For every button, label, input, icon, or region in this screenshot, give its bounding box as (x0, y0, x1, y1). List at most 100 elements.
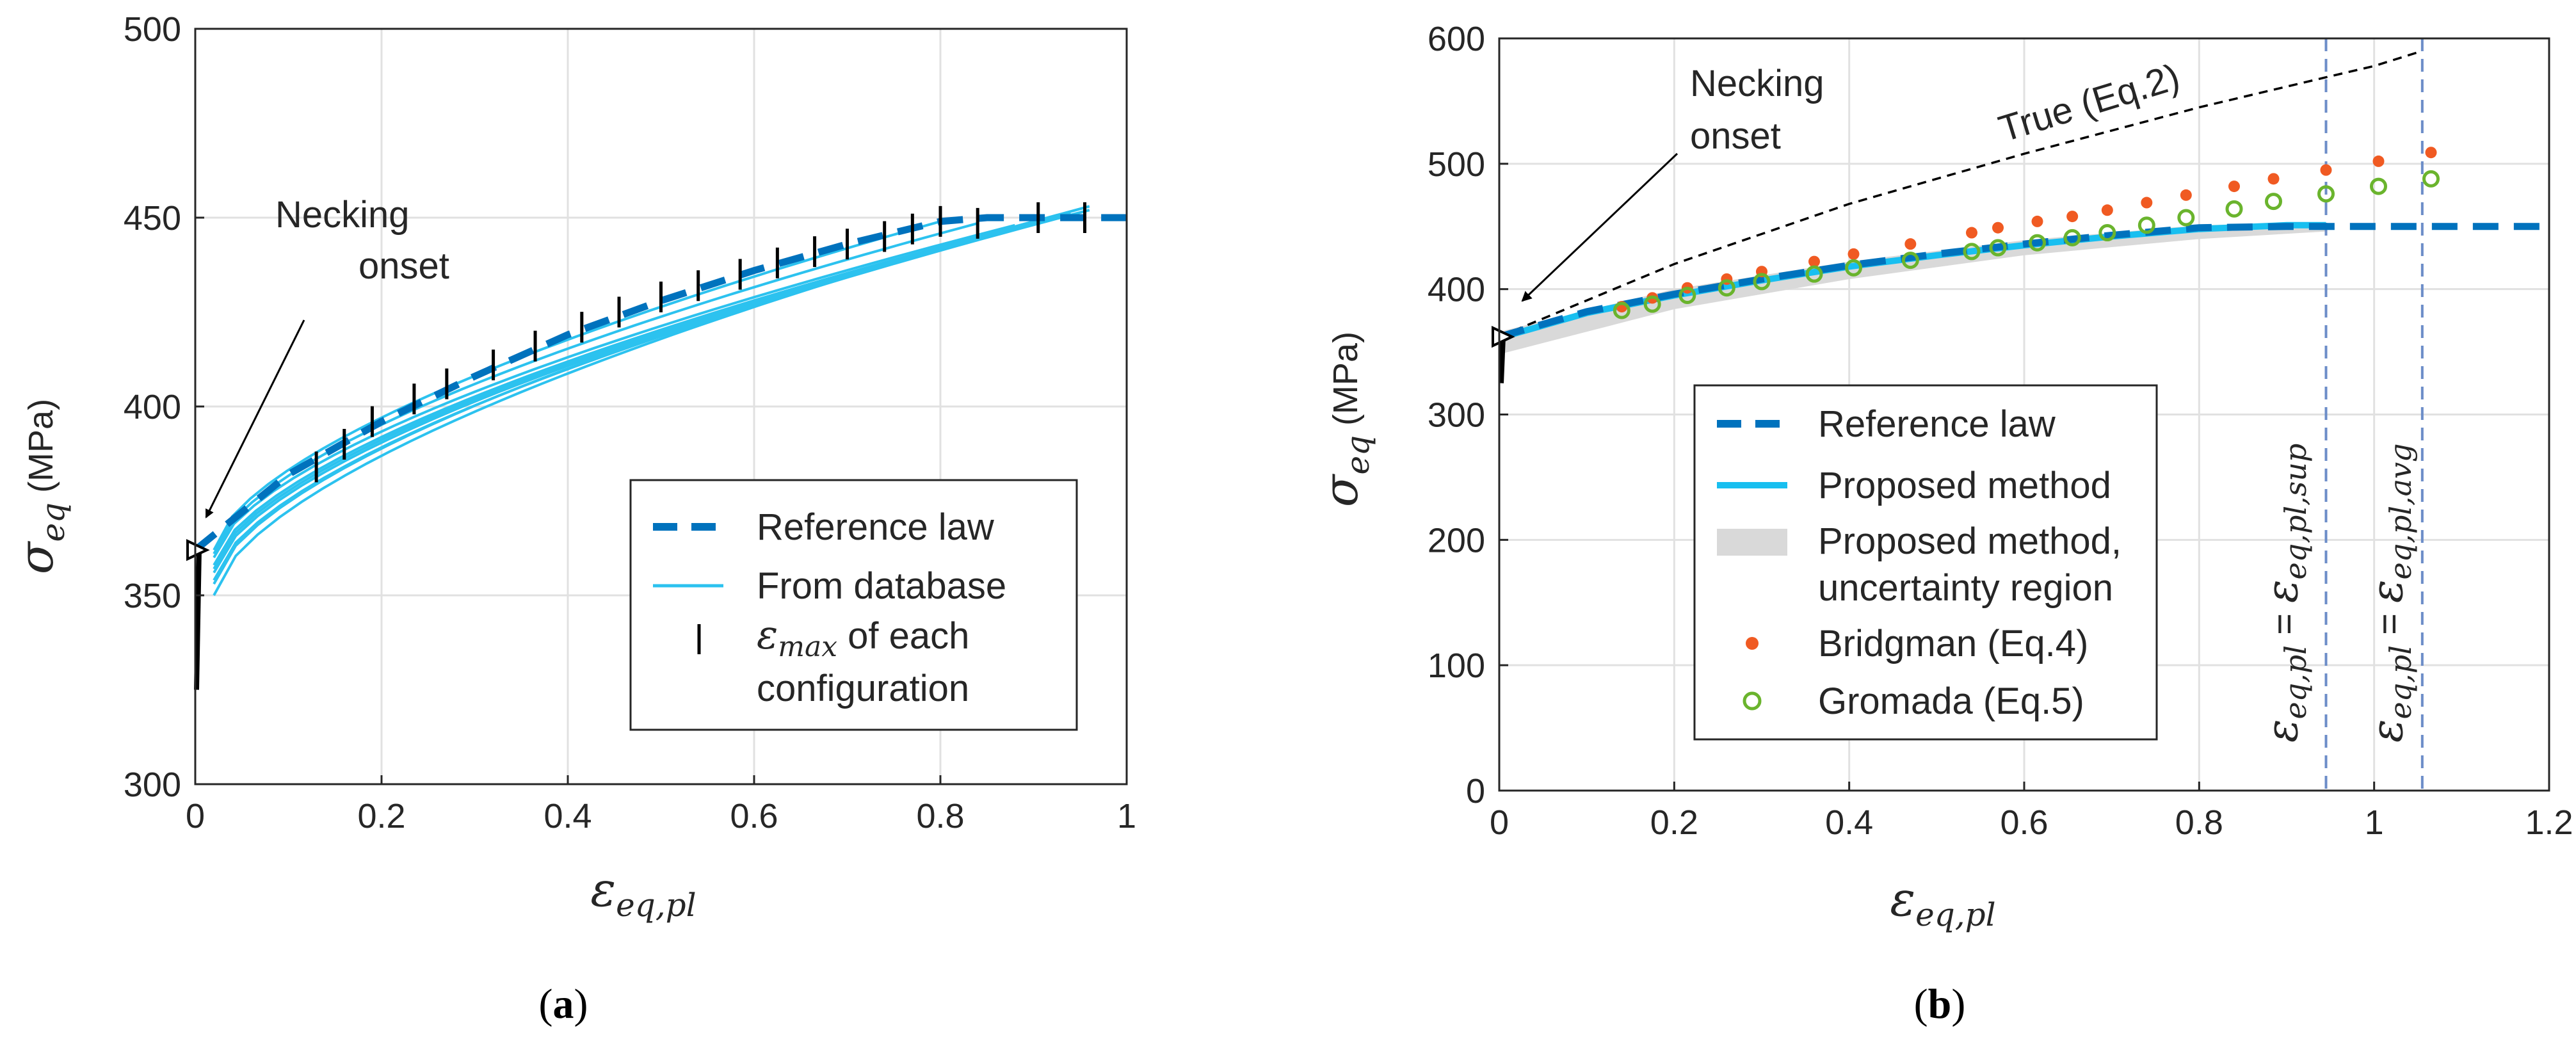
initial-elastic-segment (1499, 336, 1506, 383)
svg-text:σeq (MPa): σeq (MPa) (9, 399, 72, 574)
panel-b-y-axis-label: σeq (MPa) (1314, 332, 1376, 507)
y-tick-label: 400 (124, 388, 181, 426)
true-eq2-curve (1499, 49, 2423, 338)
gromada-point (2370, 177, 2387, 195)
y-tick-label: 200 (1428, 521, 1485, 559)
gromada-point (1678, 286, 1696, 304)
x-tick-label: 0.6 (730, 797, 778, 835)
panel-a-legend: Reference law From database εmax of each… (629, 479, 1078, 731)
necking-onset-marker (1492, 325, 1515, 348)
legend-swatch-uncertainty (1717, 529, 1787, 556)
panel-b-vline-label-avg: εeq,pl = εeq,pl,avg (2362, 444, 2418, 743)
gromada-point (1963, 243, 1981, 261)
gromada-point (2098, 224, 2116, 242)
legend-swatch-bridgman (1746, 637, 1759, 650)
bridgman-point (2228, 181, 2240, 193)
necking-onset-marker (186, 539, 210, 561)
panel-a-y-axis-label: σeq (MPa) (9, 399, 72, 574)
legend-label-configuration: configuration (757, 668, 969, 709)
y-tick-label: 350 (124, 577, 181, 615)
x-tick-label: 1.2 (2525, 803, 2573, 842)
gromada-point (1643, 295, 1661, 313)
database-curve-8 (213, 205, 1090, 596)
legend-swatch-gromada (1743, 691, 1762, 711)
legend-label-uncertainty-1: Proposed method, (1818, 520, 2121, 562)
panel-b-tick-labels: 0 0.2 0.4 0.6 0.8 1 1.2 0 100 200 300 400 500 600 (1428, 20, 2573, 842)
legend-label-uncertainty-2: uncertainty region (1818, 567, 2113, 609)
bridgman-point (1966, 227, 1977, 239)
legend-label-b-reference-law: Reference law (1818, 403, 2056, 445)
gromada-point (2225, 200, 2243, 218)
bridgman-point (2267, 173, 2280, 185)
panel-b-caption-letter: b (1928, 981, 1952, 1027)
bridgman-point (2066, 211, 2079, 223)
panel-b-plot-area (1492, 38, 2549, 791)
svg-text:σeq (MPa): σeq (MPa) (1314, 332, 1376, 507)
x-tick-label: 0.2 (357, 797, 405, 835)
gromada-point (2422, 170, 2440, 188)
bridgman-point (2320, 164, 2332, 176)
legend-label-bridgman: Bridgman (Eq.4) (1818, 623, 2088, 664)
gromada-point (1753, 273, 1771, 291)
gromada-point (1989, 239, 2007, 257)
reference-law-line (1498, 223, 2549, 341)
y-tick-label: 500 (124, 10, 181, 49)
legend-label-reference-law: Reference law (757, 506, 995, 548)
uncertainty-region (1499, 222, 2326, 355)
panel-b-x-axis-label: εeq,pl (1890, 872, 1995, 933)
y-tick-label: 0 (1466, 772, 1485, 810)
panel-b-necking-annotation-line2: onset (1690, 115, 1781, 157)
bridgman-point (1992, 221, 2004, 234)
panel-a-tick-labels: 0 0.2 0.4 0.6 0.8 1 300 350 400 450 500 (124, 10, 1136, 835)
bridgman-point (1808, 255, 1820, 268)
x-tick-label: 0.8 (916, 797, 964, 835)
panel-a-necking-arrow (205, 319, 305, 519)
y-tick-label: 300 (1428, 396, 1485, 435)
panel-a-caption: (a) (539, 981, 588, 1027)
gromada-point (1901, 252, 1919, 270)
gromada-point (2137, 216, 2155, 234)
gromada-point (1845, 259, 1862, 277)
bridgman-point (1847, 248, 1860, 260)
legend-label-eps-max: εmax of each (757, 611, 969, 663)
gromada-point (1718, 279, 1735, 297)
x-tick-label: 1 (2365, 803, 2384, 842)
y-tick-label: 300 (124, 766, 181, 804)
bridgman-point (2372, 155, 2385, 167)
legend-label-from-database: From database (757, 565, 1006, 607)
initial-elastic-segment (194, 550, 202, 690)
x-tick-label: 0 (186, 797, 205, 835)
panel-b-legend: Reference law Proposed method Proposed m… (1693, 384, 2158, 741)
gromada-point (2317, 185, 2335, 203)
bridgman-point (1904, 238, 1917, 250)
bridgman-point (2141, 197, 2153, 209)
panel-b-legend-box (1693, 384, 2158, 741)
bridgman-point (2425, 147, 2437, 159)
x-tick-label: 0 (1490, 803, 1509, 842)
x-tick-label: 0.2 (1650, 803, 1698, 842)
gromada-point (1805, 265, 1823, 283)
panel-b-true-curve-label: True (Eq.2) (1994, 56, 2184, 150)
y-tick-label: 600 (1428, 20, 1485, 58)
gromada-point (1613, 302, 1630, 319)
x-tick-label: 1 (1117, 797, 1136, 835)
y-tick-label: 400 (1428, 271, 1485, 309)
panel-a-legend-box (629, 479, 1078, 731)
gromada-point (2265, 193, 2282, 211)
x-tick-label: 0.6 (2000, 803, 2048, 842)
panel-b-caption: (b) (1914, 981, 1966, 1027)
y-tick-label: 450 (124, 199, 181, 237)
legend-label-proposed-method: Proposed method (1818, 465, 2111, 506)
gromada-point (2029, 234, 2046, 252)
x-tick-label: 0.4 (543, 797, 592, 835)
gromada-point (2063, 229, 2081, 246)
bridgman-point (2101, 204, 2113, 216)
database-curve-2 (213, 223, 1015, 559)
legend-label-gromada: Gromada (Eq.5) (1818, 680, 2084, 722)
panel-a-necking-annotation-line2: onset (358, 245, 449, 287)
panel-a-x-axis-label: εeq,pl (590, 862, 696, 924)
reference-law-line (193, 214, 1127, 553)
database-curve-0 (213, 220, 941, 551)
